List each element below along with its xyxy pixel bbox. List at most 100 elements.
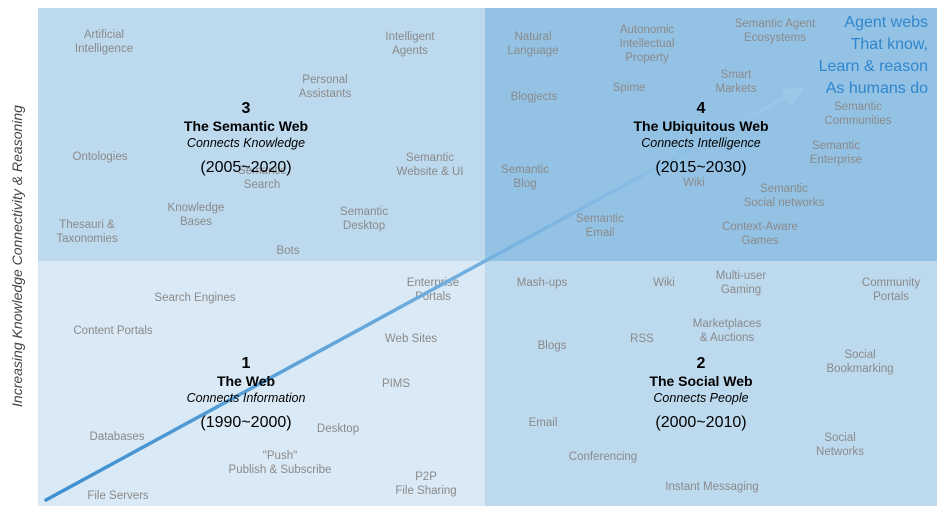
term-line: Semantic (834, 101, 882, 113)
term-line: Taxonomies (56, 233, 118, 245)
term-line: Mash-ups (516, 277, 568, 289)
term-line: Content Portals (73, 325, 153, 337)
term-label: Databases (90, 430, 145, 444)
term-line: Intelligence (74, 43, 134, 55)
term-line: Semantic (340, 206, 388, 218)
term-line: Website & UI (396, 166, 464, 178)
quadrant-years: (1990~2000) (200, 414, 292, 431)
quadrant-number: 4 (696, 100, 706, 117)
term-label: Search Engines (154, 291, 235, 305)
term-line: Assistants (298, 88, 352, 100)
term-line: Semantic (576, 213, 624, 225)
quadrant-number: 3 (241, 100, 251, 117)
term-line: Smart (720, 69, 752, 81)
term-line: Search (243, 179, 281, 191)
agent-line: Agent webs (844, 14, 928, 31)
term-line: RSS (630, 333, 654, 345)
quadrant-title: The Semantic Web (183, 118, 309, 134)
term-label: Thesauri & Taxonomies (56, 218, 117, 246)
term-line: Semantic (501, 164, 549, 176)
quadrant-title: The Ubiquitous Web (633, 118, 769, 134)
term-line: Spime (612, 82, 646, 94)
term-line: Multi-user (715, 270, 767, 282)
term-line: Email (585, 227, 615, 239)
term-label: Blogs (538, 339, 567, 353)
term-label: Wiki (653, 276, 675, 290)
term-line: Databases (89, 431, 145, 443)
term-label: Semantic Desktop (340, 205, 388, 233)
term-label: Marketplaces & Auctions (693, 317, 761, 345)
term-line: Semantic (812, 140, 860, 152)
term-line: File Sharing (395, 485, 457, 497)
term-line: Intellectual (619, 38, 675, 50)
term-label: Mash-ups (517, 276, 568, 290)
term-line: Conferencing (568, 451, 638, 463)
term-line: "Push" (262, 450, 298, 462)
term-label: Semantic Search (238, 164, 286, 192)
term-line: Social networks (743, 197, 825, 209)
term-label: Ontologies (73, 150, 128, 164)
term-line: Networks (816, 446, 864, 458)
quadrant-years: (2005~2020) (200, 159, 292, 176)
arrow-shaft (44, 93, 792, 502)
term-line: Instant Messaging (665, 481, 759, 493)
quadrant-subtitle: Connects Intelligence (641, 136, 761, 150)
title-block-q2: 2 The Social Web Connects People (2000~2… (649, 355, 752, 434)
term-label: Artificial Intelligence (75, 28, 133, 56)
quadrant-years: (2000~2010) (655, 414, 747, 431)
term-line: Semantic (406, 152, 454, 164)
term-line: Web Sites (384, 333, 438, 345)
term-line: Social (844, 349, 876, 361)
term-line: Desktop (342, 220, 386, 232)
term-label: Content Portals (73, 324, 152, 338)
term-line: Property (625, 52, 669, 64)
term-line: PIMS (381, 378, 411, 390)
term-label: "Push" Publish & Subscribe (229, 449, 332, 477)
term-label: Multi-user Gaming (716, 269, 766, 297)
quadrant-years: (2015~2030) (655, 159, 747, 176)
term-line: Autonomic (619, 24, 675, 36)
term-label: Social Networks (816, 431, 864, 459)
term-label: Semantic Agent Ecosystems (735, 17, 816, 45)
term-label: Semantic Enterprise (810, 139, 862, 167)
term-line: Enterprise (406, 277, 460, 289)
term-line: Natural (514, 31, 552, 43)
term-line: Bookmarking (826, 363, 894, 375)
term-label: File Servers (87, 489, 148, 503)
term-line: Semantic Agent (734, 18, 816, 30)
term-label: Smart Markets (716, 68, 757, 96)
term-line: Context-Aware (722, 221, 798, 233)
term-line: P2P (415, 471, 437, 483)
term-label: Context-Aware Games (722, 220, 798, 248)
title-block-q4: 4 The Ubiquitous Web Connects Intelligen… (633, 100, 768, 179)
term-line: Thesauri & (59, 219, 115, 231)
term-label: Wiki (683, 176, 705, 190)
term-line: Semantic (760, 183, 808, 195)
term-label: Email (529, 416, 558, 430)
quadrant-subtitle: Connects Information (186, 391, 306, 405)
term-line: Publish & Subscribe (228, 464, 332, 476)
term-line: Blogjects (510, 91, 558, 103)
term-label: Bots (276, 244, 299, 258)
title-block-q1: 1 The Web Connects Information (1990~200… (187, 355, 306, 434)
term-line: Markets (715, 83, 757, 95)
term-label: Blogjects (511, 90, 558, 104)
term-label: Natural Language (507, 30, 558, 58)
term-line: Ontologies (72, 151, 128, 163)
term-label: Spime (613, 81, 646, 95)
term-line: Community (861, 277, 921, 289)
term-line: Personal (302, 74, 348, 86)
arrow-head (781, 88, 804, 106)
term-label: Intelligent Agents (385, 30, 434, 58)
term-line: Communities (824, 115, 892, 127)
term-line: Games (741, 235, 779, 247)
quadrant-semantic-web (38, 8, 485, 261)
term-line: Wiki (653, 277, 675, 289)
term-label: Conferencing (569, 450, 637, 464)
title-block-q3: 3 The Semantic Web Connects Knowledge (2… (184, 100, 308, 179)
term-line: Knowledge (167, 202, 225, 214)
term-line: & Auctions (699, 332, 755, 344)
term-line: Portals (873, 291, 909, 303)
term-label: RSS (630, 332, 654, 346)
